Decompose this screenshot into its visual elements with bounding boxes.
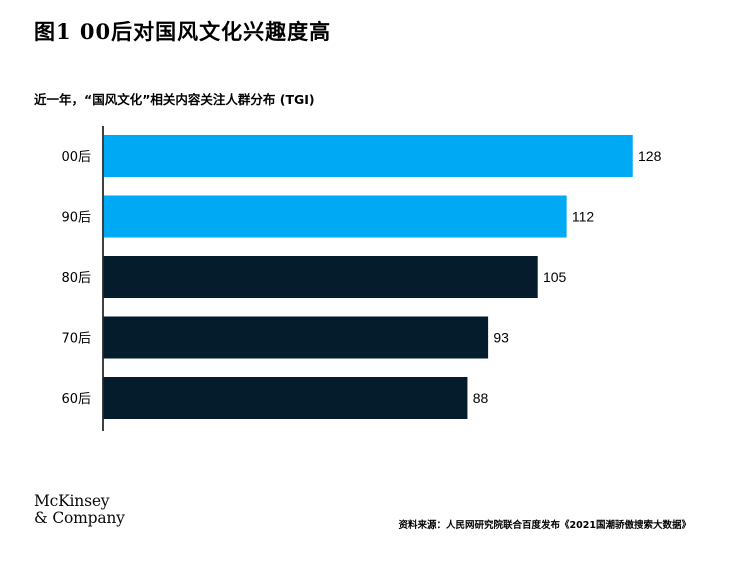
- bar-1: [103, 195, 567, 238]
- category-label: 60后: [61, 392, 91, 407]
- logo-line-2: & Company: [34, 509, 125, 527]
- category-label: 00后: [61, 150, 91, 165]
- source-note: 资料来源：人民网研究院联合百度发布《2021国潮骄傲搜索大数据》: [398, 520, 691, 531]
- logo-line-1: McKinsey: [34, 492, 110, 510]
- value-label: 128: [638, 148, 662, 164]
- mckinsey-logo: McKinsey & Company: [34, 493, 164, 527]
- category-label: 90后: [61, 211, 91, 226]
- bar-4: [103, 377, 468, 419]
- bar-0: [103, 135, 633, 177]
- category-label: 80后: [61, 271, 91, 286]
- category-label: 70后: [61, 332, 91, 347]
- value-label: 93: [493, 330, 509, 346]
- value-label: 88: [473, 390, 489, 406]
- bars-group: 00后 128 90后 112 80后 105 70后 93 60后 88: [61, 135, 662, 419]
- value-label: 105: [543, 269, 567, 285]
- chart-title: 图1 00后对国风文化兴趣度高: [34, 19, 332, 44]
- bar-chart: 00后 128 90后 112 80后 105 70后 93 60后 88: [61, 126, 662, 431]
- bar-2: [103, 256, 538, 298]
- chart-subtitle: 近一年，“国风文化”相关内容关注人群分布 (TGI): [34, 92, 315, 107]
- bar-3: [103, 316, 489, 359]
- value-label: 112: [572, 209, 595, 225]
